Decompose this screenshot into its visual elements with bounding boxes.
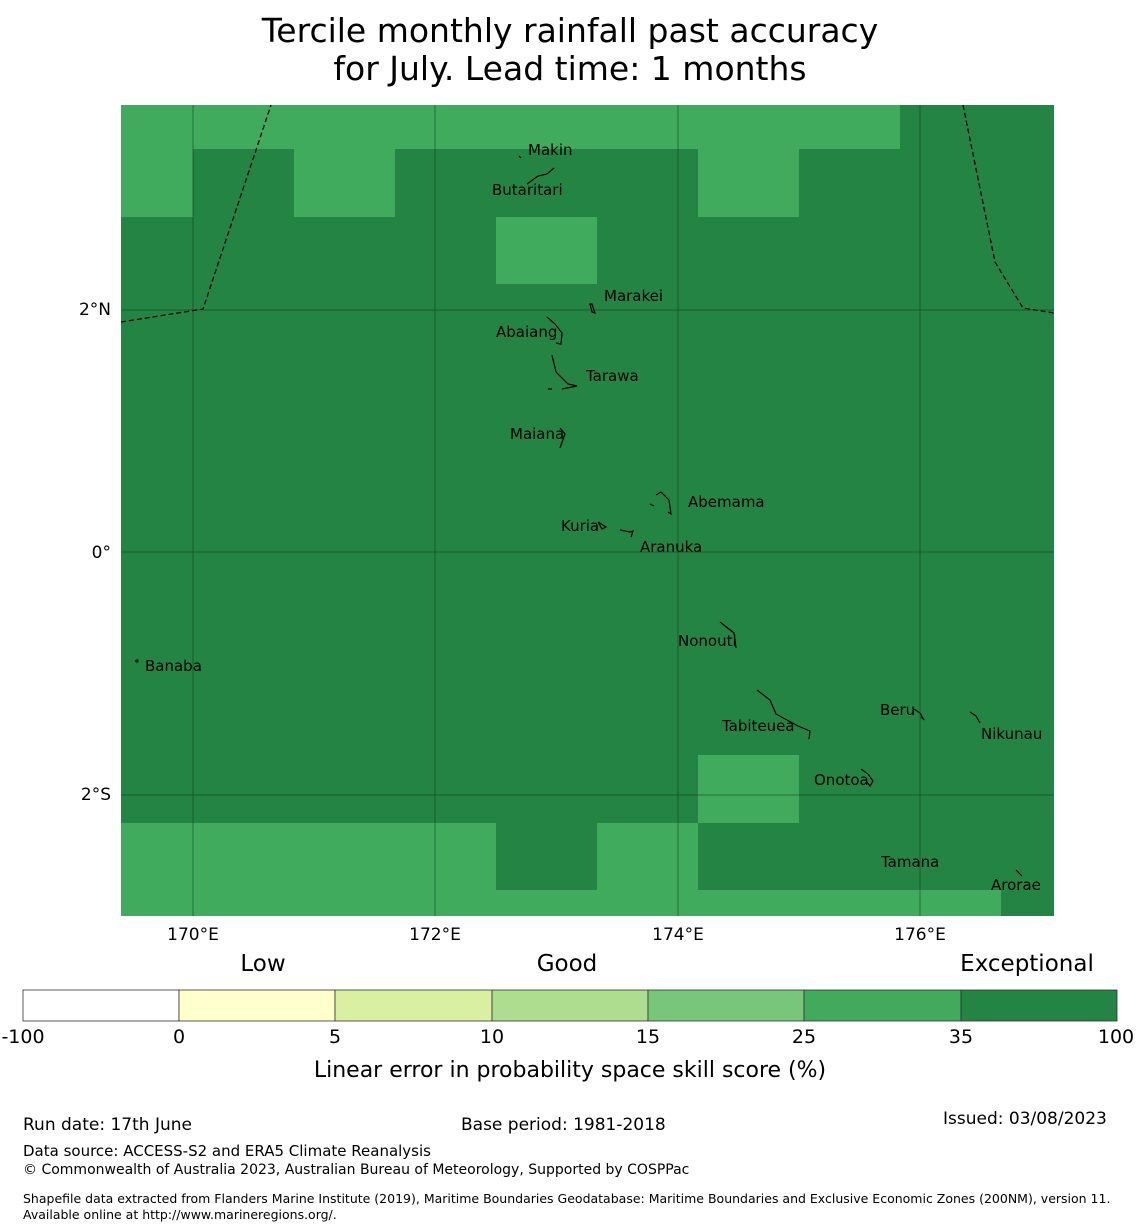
base-period: Base period: 1981-2018 <box>461 1115 666 1135</box>
island-label-tarawa: Tarawa <box>585 367 639 385</box>
island-shape-makin <box>518 155 522 159</box>
colorbar-segment <box>22 989 180 1022</box>
island-shape-butaritari <box>526 167 555 185</box>
title-line-2: for July. Lead time: 1 months <box>333 49 807 88</box>
colorbar-segment <box>803 989 962 1022</box>
copyright-notice: © Commonwealth of Australia 2023, Austra… <box>23 1162 690 1178</box>
lon-tick-172E: 172°E <box>409 925 461 945</box>
island-shape-aranuka <box>619 529 634 538</box>
island-label-nikunau: Nikunau <box>981 725 1042 743</box>
light-cell <box>121 823 496 890</box>
issued-date: Issued: 03/08/2023 <box>943 1109 1107 1129</box>
lat-tick-2N: 2°N <box>79 300 111 320</box>
legend-label-good: Good <box>537 951 598 977</box>
lat-tick-0: 0° <box>92 543 111 563</box>
eez-boundary-east <box>962 104 1055 314</box>
island-shape-abemama <box>655 491 672 516</box>
colorbar-segment <box>334 989 493 1022</box>
island-label-onotoa: Onotoa <box>814 771 869 789</box>
island-label-abemama: Abemama <box>688 493 765 511</box>
island-label-maiana: Maiana <box>510 425 564 443</box>
gridlines <box>121 105 1054 916</box>
colorbar-legend: Low Good Exceptional -100 0 5 10 15 25 3… <box>1 951 1134 1083</box>
colorbar-segment <box>647 989 805 1022</box>
colorbar-tick: 35 <box>949 1026 973 1048</box>
colorbar-tick: 100 <box>1098 1026 1134 1048</box>
island-label-tabiteuea: Tabiteuea <box>721 717 795 735</box>
light-cell <box>121 890 1001 916</box>
skill-cells-light <box>121 105 1001 916</box>
axis-tick-labels: 2°N 0° 2°S 170°E 172°E 174°E 176°E <box>79 300 946 945</box>
colorbar-tick: 25 <box>792 1026 816 1048</box>
colorbar-tick: -100 <box>1 1026 44 1048</box>
island-shape-arorae <box>1015 869 1023 877</box>
colorbar-tick: 0 <box>173 1026 185 1048</box>
island-shape-nikunau <box>969 711 981 724</box>
colorbar-segments <box>22 989 1118 1022</box>
island-label-butaritari: Butaritari <box>492 181 563 199</box>
island-shape-kuria <box>597 521 608 530</box>
island-shape-marakei <box>589 303 596 314</box>
lon-tick-170E: 170°E <box>167 925 219 945</box>
island-label-nonouti: Nonouti <box>678 632 737 650</box>
island-shape-abemama-2 <box>649 503 655 507</box>
lon-tick-176E: 176°E <box>894 925 946 945</box>
legend-label-low: Low <box>240 951 285 977</box>
island-label-kuria: Kuria <box>561 517 599 535</box>
light-cell <box>496 217 597 284</box>
island-label-tamana: Tamana <box>880 853 939 871</box>
colorbar-ticks: -100 0 5 10 15 25 35 100 <box>1 1026 1134 1048</box>
colorbar-tick: 5 <box>329 1026 341 1048</box>
island-shape-nonouti <box>719 621 737 649</box>
light-cell <box>698 149 799 217</box>
island-shape-abaiang <box>546 316 563 345</box>
island-shape-banaba <box>135 659 139 663</box>
colorbar-segment <box>178 989 336 1022</box>
run-date: Run date: 17th June <box>23 1115 192 1135</box>
island-label-banaba: Banaba <box>145 657 202 675</box>
lat-tick-2S: 2°S <box>81 785 111 805</box>
colorbar-segment <box>960 989 1118 1022</box>
island-shape-beru <box>913 708 925 721</box>
island-label-beru: Beru <box>880 701 915 719</box>
island-label-arorae: Arorae <box>991 876 1041 894</box>
light-cell <box>597 823 698 890</box>
island-shape-maiana <box>559 427 566 449</box>
map-panel: Makin Butaritari Marakei Abaiang Tarawa … <box>120 104 1055 916</box>
island-label-aranuka: Aranuka <box>640 538 702 556</box>
colorbar-title: Linear error in probability space skill … <box>314 1058 826 1083</box>
title-line-1: Tercile monthly rainfall past accuracy <box>261 11 879 50</box>
shapefile-note: Shapefile data extracted from Flanders M… <box>23 1191 1111 1222</box>
island-label-makin: Makin <box>528 141 573 159</box>
light-cell <box>121 105 900 149</box>
colorbar-tick: 15 <box>636 1026 660 1048</box>
colorbar-tick: 10 <box>480 1026 504 1048</box>
eez-boundaries <box>120 104 1055 323</box>
island-label-abaiang: Abaiang <box>496 323 557 341</box>
legend-label-exceptional: Exceptional <box>960 951 1094 977</box>
colorbar-segment <box>491 989 649 1022</box>
island-outlines <box>135 155 1023 877</box>
light-cell <box>698 755 799 823</box>
island-shape-tarawa <box>551 354 578 390</box>
island-shape-tabiteuea <box>756 689 811 740</box>
island-label-marakei: Marakei <box>604 287 663 305</box>
lon-tick-174E: 174°E <box>652 925 704 945</box>
light-cell <box>121 149 193 217</box>
island-shape-onotoa <box>860 768 874 788</box>
legend-category-labels: Low Good Exceptional <box>240 951 1093 977</box>
eez-boundary-west <box>120 104 272 323</box>
island-labels: Makin Butaritari Marakei Abaiang Tarawa … <box>145 141 1042 894</box>
data-source: Data source: ACCESS-S2 and ERA5 Climate … <box>23 1142 431 1160</box>
light-cell <box>294 149 395 217</box>
